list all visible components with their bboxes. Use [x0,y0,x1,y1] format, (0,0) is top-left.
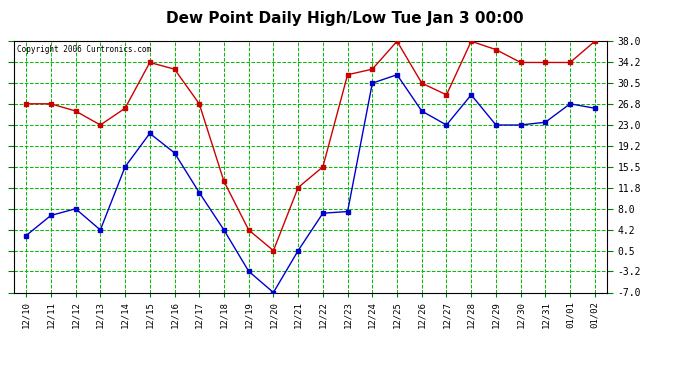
Text: Copyright 2006 Curtronics.com: Copyright 2006 Curtronics.com [17,45,151,54]
Text: Dew Point Daily High/Low Tue Jan 3 00:00: Dew Point Daily High/Low Tue Jan 3 00:00 [166,11,524,26]
